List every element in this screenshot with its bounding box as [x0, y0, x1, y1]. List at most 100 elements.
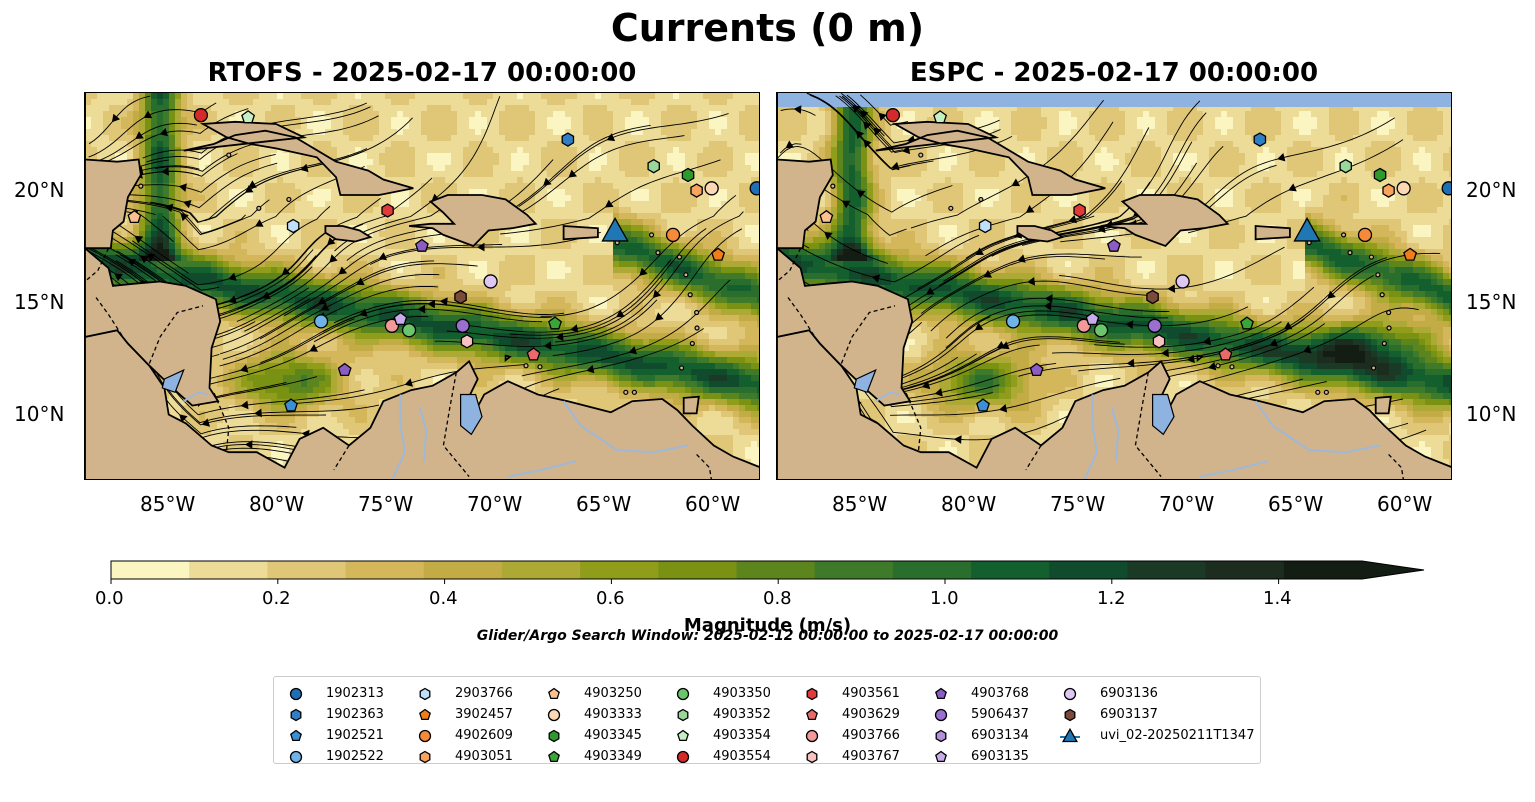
legend-label: uvi_02-20250211T1347: [1100, 728, 1255, 743]
platform-4903767[interactable]: [1152, 334, 1166, 349]
colorbar-bin: [345, 561, 425, 579]
platform-4903350[interactable]: [401, 323, 417, 338]
platform-4903561[interactable]: [1073, 203, 1086, 218]
legend-marker[interactable]: [934, 708, 948, 721]
platform-2903766[interactable]: [286, 218, 300, 234]
platform-1902521[interactable]: [284, 398, 298, 412]
platform-4903768[interactable]: [1029, 362, 1044, 377]
platform-3902457[interactable]: [1403, 247, 1418, 261]
legend-marker[interactable]: [418, 729, 432, 742]
legend-marker[interactable]: [419, 708, 431, 720]
legend-item: 4903352: [673, 704, 771, 725]
legend-label: 4903352: [713, 707, 771, 722]
glider-uvi_02-20250211T1347[interactable]: [1293, 217, 1321, 242]
platform-6903135[interactable]: [1085, 311, 1100, 326]
platform-4903768[interactable]: [337, 362, 352, 377]
land: [777, 93, 1451, 479]
platform-4903345[interactable]: [1373, 167, 1387, 183]
platform-1902522[interactable]: [1005, 314, 1021, 329]
island: [623, 389, 629, 395]
legend-marker[interactable]: [676, 750, 690, 763]
legend-marker[interactable]: [805, 729, 819, 742]
platform-4903768[interactable]: [414, 238, 429, 252]
platform-4903333[interactable]: [1396, 181, 1411, 196]
legend-glider-marker[interactable]: [1061, 727, 1079, 742]
platform-4903554[interactable]: [193, 108, 209, 123]
legend-marker[interactable]: [548, 750, 560, 762]
platform-4903354[interactable]: [241, 110, 256, 124]
legend-marker[interactable]: [290, 708, 302, 721]
legend-column: 4903350 4903352 4903354 4903554: [673, 683, 771, 767]
platform-2903766[interactable]: [978, 218, 992, 234]
legend-marker[interactable]: [677, 729, 689, 741]
legend-marker[interactable]: [289, 750, 303, 763]
platform-4903345[interactable]: [681, 167, 695, 183]
platform-4903250[interactable]: [819, 209, 834, 224]
platform-4903561[interactable]: [381, 203, 394, 218]
legend-marker[interactable]: [676, 687, 690, 700]
platform-1902313[interactable]: [749, 181, 760, 196]
platform-4903352[interactable]: [647, 158, 660, 174]
lon-label-85w-rtofs: 85°W: [140, 492, 196, 516]
platform-5906437[interactable]: [1147, 318, 1162, 333]
legend-marker[interactable]: [548, 729, 560, 742]
legend-marker[interactable]: [935, 750, 947, 762]
streamline-arrow: [244, 185, 254, 193]
platform-4903629[interactable]: [526, 347, 541, 361]
platform-6903136[interactable]: [1175, 274, 1190, 289]
map-panel-rtofs[interactable]: [84, 92, 760, 480]
glider-uvi_02-20250211T1347[interactable]: [601, 217, 629, 242]
platform-6903135[interactable]: [393, 311, 408, 326]
legend-marker[interactable]: [290, 729, 302, 741]
streamline: [945, 305, 1169, 349]
platform-4903766[interactable]: [384, 318, 400, 333]
streamline-arrow: [359, 308, 368, 317]
platform-1902313[interactable]: [1441, 181, 1452, 196]
platform-4903350[interactable]: [1093, 323, 1109, 338]
platform-5906437[interactable]: [455, 318, 470, 333]
platform-1902363[interactable]: [561, 132, 575, 147]
platform-4903766[interactable]: [1076, 318, 1092, 333]
legend-marker[interactable]: [289, 687, 303, 700]
platform-4903349[interactable]: [1240, 316, 1254, 330]
map-panel-espc[interactable]: [776, 92, 1452, 480]
streamline-arrow: [159, 128, 168, 137]
platform-1902522[interactable]: [313, 314, 329, 329]
legend-marker[interactable]: [547, 708, 561, 721]
legend-marker[interactable]: [419, 687, 431, 700]
legend-marker[interactable]: [677, 708, 689, 721]
streamline: [297, 363, 528, 404]
platform-6903137[interactable]: [1146, 289, 1159, 305]
streamline-arrow: [338, 266, 348, 275]
platform-4903333[interactable]: [704, 181, 719, 196]
platform-4903051[interactable]: [690, 183, 703, 198]
legend-marker[interactable]: [806, 708, 818, 720]
platform-4902609[interactable]: [665, 227, 681, 243]
platform-6903137[interactable]: [454, 289, 467, 305]
platform-4903051[interactable]: [1382, 183, 1395, 198]
legend-marker[interactable]: [1064, 708, 1076, 721]
streamline-arrow: [652, 289, 662, 299]
legend-marker[interactable]: [1063, 687, 1077, 700]
platform-3902457[interactable]: [711, 247, 726, 261]
platform-4903349[interactable]: [548, 316, 562, 330]
legend-marker[interactable]: [806, 687, 818, 700]
platform-4903352[interactable]: [1339, 158, 1352, 174]
legend-marker[interactable]: [419, 750, 431, 763]
platform-4903768[interactable]: [1106, 238, 1121, 252]
legend-marker[interactable]: [806, 750, 818, 763]
legend-marker[interactable]: [935, 729, 947, 742]
platform-4902609[interactable]: [1357, 227, 1373, 243]
platform-1902363[interactable]: [1253, 132, 1267, 147]
platform-4903767[interactable]: [460, 334, 474, 349]
legend-marker[interactable]: [548, 687, 560, 699]
legend-label: 6903135: [971, 749, 1029, 764]
platform-6903136[interactable]: [483, 274, 498, 289]
streamline-arrow: [606, 133, 616, 142]
platform-4903354[interactable]: [933, 110, 948, 124]
platform-4903554[interactable]: [885, 108, 901, 123]
platform-4903250[interactable]: [127, 209, 142, 224]
legend-marker[interactable]: [935, 687, 947, 699]
platform-1902521[interactable]: [976, 398, 990, 412]
platform-4903629[interactable]: [1218, 347, 1233, 361]
